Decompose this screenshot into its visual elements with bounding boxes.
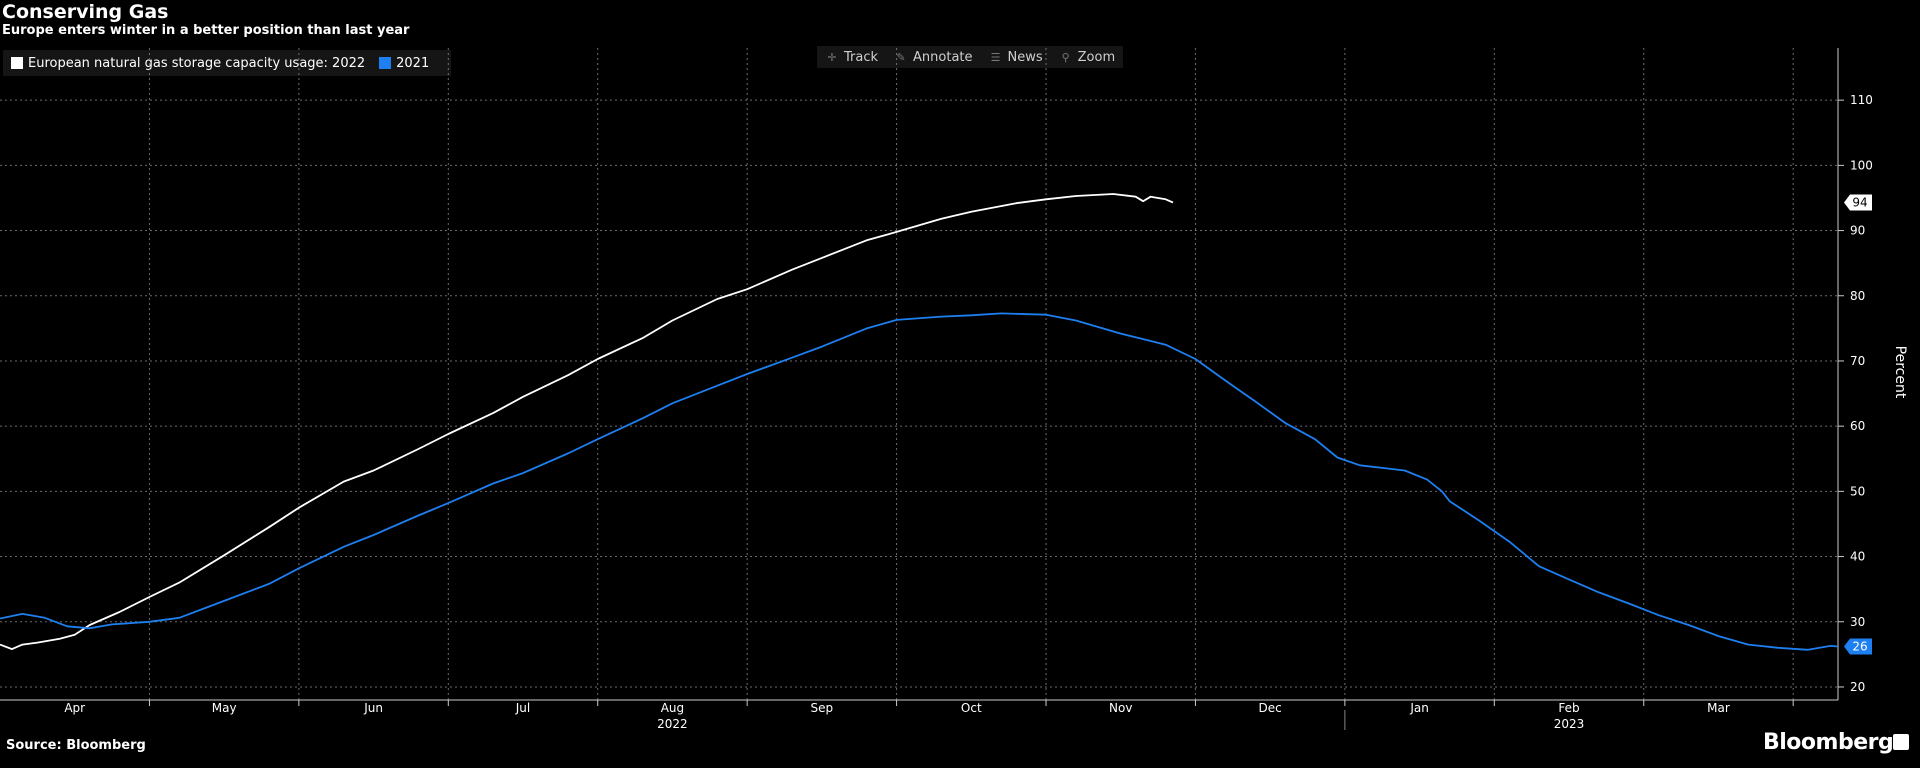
y-tick-label: 100 xyxy=(1850,158,1873,172)
x-tick-label: Apr xyxy=(64,701,85,715)
x-tick-label: May xyxy=(212,701,237,715)
last-value-tag-2021: 26 xyxy=(1844,638,1872,655)
brand-logo: Bloomberg xyxy=(1763,730,1894,755)
bloomberg-chart-icon xyxy=(1893,734,1909,750)
legend-swatch-2022 xyxy=(11,57,23,69)
x-tick-label: Jun xyxy=(363,701,383,715)
y-tick-label: 50 xyxy=(1850,484,1865,498)
last-value-tag-bg xyxy=(1844,194,1872,211)
x-year-label: 2023 xyxy=(1554,717,1585,731)
chart-subtitle: Europe enters winter in a better positio… xyxy=(2,23,410,38)
x-tick-label: Feb xyxy=(1558,701,1579,715)
last-value-label: 94 xyxy=(1852,196,1867,210)
last-value-tag-bg xyxy=(1844,638,1872,655)
chart-title: Conserving Gas xyxy=(2,1,169,23)
series-line-2022 xyxy=(0,193,1174,650)
crosshair-icon: ✛ xyxy=(827,50,837,64)
news-icon: ☰ xyxy=(990,50,1001,64)
chart-legend: European natural gas storage capacity us… xyxy=(3,50,452,76)
y-tick-label: 60 xyxy=(1850,419,1865,433)
legend-item-2022[interactable]: European natural gas storage capacity us… xyxy=(11,56,365,71)
x-tick-label: Jan xyxy=(1409,701,1429,715)
x-year-label: 2022 xyxy=(657,717,688,731)
y-tick-label: 40 xyxy=(1850,550,1865,564)
pencil-icon: ✎ xyxy=(896,50,906,64)
zoom-button[interactable]: ⚲ Zoom xyxy=(1051,50,1123,65)
y-tick-label: 70 xyxy=(1850,354,1865,368)
y-tick-label: 90 xyxy=(1850,224,1865,238)
series-line-2021 xyxy=(0,312,1839,651)
y-tick-label: 20 xyxy=(1850,680,1865,694)
x-tick-label: Oct xyxy=(961,701,982,715)
track-button[interactable]: ✛ Track xyxy=(817,50,886,65)
y-tick-label: 80 xyxy=(1850,289,1865,303)
source-note: Source: Bloomberg xyxy=(6,738,146,753)
x-tick-label: Mar xyxy=(1707,701,1730,715)
annotate-label: Annotate xyxy=(913,49,973,65)
zoom-label: Zoom xyxy=(1077,49,1116,65)
y-tick-label: 30 xyxy=(1850,615,1865,629)
y-tick-label: 110 xyxy=(1850,93,1873,107)
x-tick-label: Dec xyxy=(1259,701,1282,715)
legend-item-2021[interactable]: 2021 xyxy=(379,56,429,71)
chart-toolbar: ✛ Track ✎ Annotate ☰ News ⚲ Zoom xyxy=(817,46,1124,68)
legend-label-2022: European natural gas storage capacity us… xyxy=(28,55,366,71)
magnifier-icon: ⚲ xyxy=(1061,50,1070,64)
legend-label-2021: 2021 xyxy=(396,55,430,71)
legend-swatch-2021 xyxy=(379,57,392,69)
x-tick-label: Jul xyxy=(515,701,530,715)
y-axis-title: Percent xyxy=(1892,346,1908,399)
last-value-label: 26 xyxy=(1852,640,1867,654)
x-tick-label: Nov xyxy=(1109,701,1132,715)
x-tick-label: Sep xyxy=(811,701,834,715)
news-button[interactable]: ☰ News xyxy=(981,50,1051,65)
annotate-button[interactable]: ✎ Annotate xyxy=(886,50,980,65)
track-label: Track xyxy=(844,49,879,65)
x-tick-label: Aug xyxy=(661,701,684,715)
news-label: News xyxy=(1007,49,1043,65)
last-value-tag-2022: 94 xyxy=(1844,194,1872,211)
